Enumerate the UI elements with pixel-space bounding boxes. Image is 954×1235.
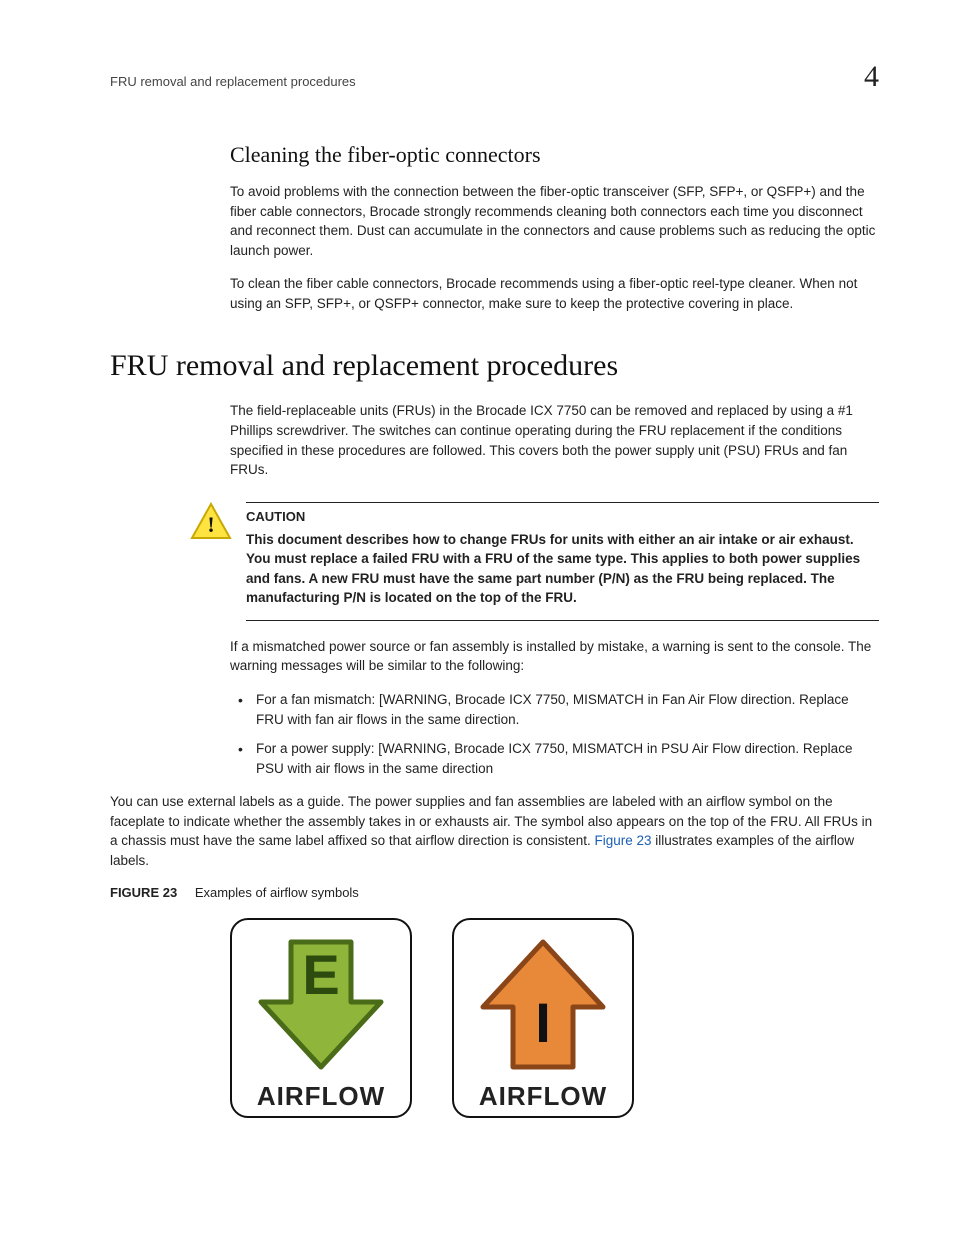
cleaning-para-1: To avoid problems with the connection be…	[230, 182, 879, 260]
running-title: FRU removal and replacement procedures	[110, 74, 356, 89]
caution-block: ! CAUTION This document describes how to…	[190, 502, 879, 637]
mismatch-block: If a mismatched power source or fan asse…	[230, 637, 879, 778]
caution-body: This document describes how to change FR…	[246, 530, 879, 608]
fru-intro: The field-replaceable units (FRUs) in th…	[230, 401, 879, 479]
list-item: For a power supply: [WARNING, Brocade IC…	[230, 739, 879, 778]
svg-text:E: E	[302, 943, 339, 1006]
airflow-figure: E AIRFLOW I AIRFLOW	[230, 918, 879, 1118]
fru-intro-block: The field-replaceable units (FRUs) in th…	[230, 401, 879, 479]
caution-icon: !	[190, 502, 232, 545]
section-cleaning: Cleaning the fiber-optic connectors To a…	[230, 142, 879, 313]
mismatch-bullets: For a fan mismatch: [WARNING, Brocade IC…	[230, 690, 879, 778]
cleaning-para-2: To clean the fiber cable connectors, Bro…	[230, 274, 879, 313]
figure-23-link[interactable]: Figure 23	[595, 833, 652, 848]
airflow-label: AIRFLOW	[479, 1081, 607, 1112]
figure-caption: FIGURE 23 Examples of airflow symbols	[110, 885, 879, 900]
mismatch-intro: If a mismatched power source or fan asse…	[230, 637, 879, 676]
labels-para: You can use external labels as a guide. …	[110, 792, 879, 870]
svg-text:I: I	[535, 991, 551, 1054]
figure-caption-text: Examples of airflow symbols	[195, 885, 359, 900]
list-item: For a fan mismatch: [WARNING, Brocade IC…	[230, 690, 879, 729]
caution-text-block: CAUTION This document describes how to c…	[246, 502, 879, 621]
airflow-label: AIRFLOW	[257, 1081, 385, 1112]
heading-fru: FRU removal and replacement procedures	[110, 349, 879, 383]
svg-text:!: !	[207, 512, 214, 537]
heading-cleaning: Cleaning the fiber-optic connectors	[230, 142, 879, 168]
airflow-intake-icon: I	[468, 932, 618, 1077]
airflow-card-exhaust: E AIRFLOW	[230, 918, 412, 1118]
running-header: FRU removal and replacement procedures 4	[110, 60, 879, 94]
airflow-card-intake: I AIRFLOW	[452, 918, 634, 1118]
airflow-exhaust-icon: E	[246, 932, 396, 1077]
caution-label: CAUTION	[246, 502, 879, 524]
figure-label: FIGURE 23	[110, 885, 177, 900]
chapter-number: 4	[864, 60, 879, 94]
